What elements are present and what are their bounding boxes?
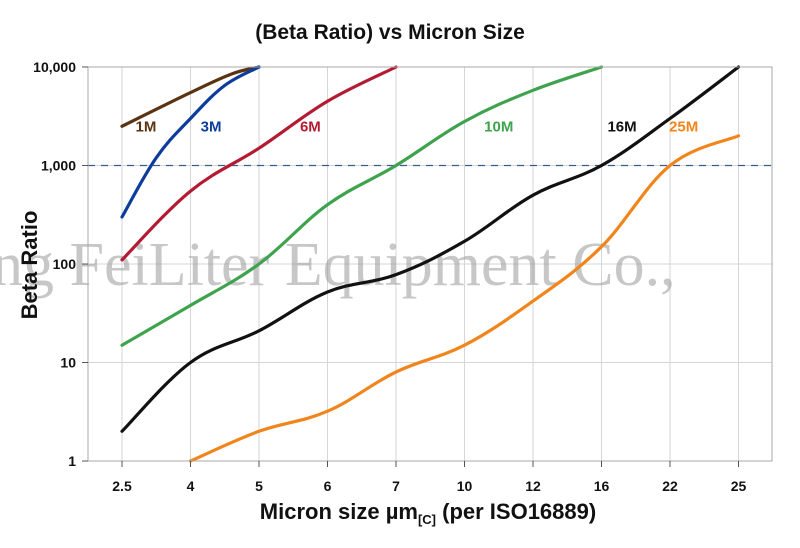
y-tick-label-1000: 1,000: [41, 158, 76, 174]
y-tick-label-1: 1: [68, 453, 76, 469]
x-tick-label-12: 12: [525, 478, 541, 494]
x-tick-label-7: 7: [392, 478, 400, 494]
x-tick-label-5: 5: [255, 478, 263, 494]
series-label-1M: 1M: [136, 118, 157, 135]
plot-frame-layer: [82, 66, 773, 467]
x-tick-label-25: 25: [731, 478, 747, 494]
series-label-10M: 10M: [484, 118, 513, 135]
x-axis-title-main: Micron size µm: [260, 499, 418, 524]
series-label-3M: 3M: [201, 118, 222, 135]
y-tick-labels: 1 10 100 1,000 10,000: [33, 59, 76, 469]
series-line-6M: [120, 65, 398, 262]
series-line-16M: [120, 65, 741, 433]
x-tick-label-16: 16: [594, 478, 610, 494]
x-tick-label-22: 22: [662, 478, 678, 494]
y-tick-label-100: 100: [53, 256, 77, 272]
series-label-25M: 25M: [669, 118, 698, 135]
series-line-3M: [120, 65, 261, 219]
x-tick-label-2.5: 2.5: [112, 478, 132, 494]
x-axis-title-suffix: (per ISO16889): [436, 499, 596, 524]
x-axis-title-subscript: [C]: [418, 512, 436, 527]
series-line-10M: [120, 65, 604, 347]
series-label-16M: 16M: [607, 118, 636, 135]
x-tick-labels: 2.5 4 5 6 7 10 12 16 22 25: [112, 478, 746, 494]
x-tick-label-4: 4: [187, 478, 195, 494]
y-tick-label-10000: 10,000: [33, 59, 76, 75]
series-label-6M: 6M: [300, 118, 321, 135]
series-labels: 1M 3M 6M 10M 16M 25M: [136, 118, 699, 135]
series-line-25M: [188, 134, 741, 463]
chart-title: (Beta Ratio) vs Micron Size: [255, 21, 525, 44]
x-axis-title: Micron size µm[C] (per ISO16889): [260, 499, 596, 527]
series-line-1M: [120, 65, 261, 128]
y-axis-title: Beta Ratio: [17, 211, 42, 320]
series-layer: [120, 65, 741, 463]
y-tick-label-10: 10: [60, 355, 76, 371]
x-tick-label-10: 10: [457, 478, 473, 494]
x-tick-label-6: 6: [324, 478, 332, 494]
